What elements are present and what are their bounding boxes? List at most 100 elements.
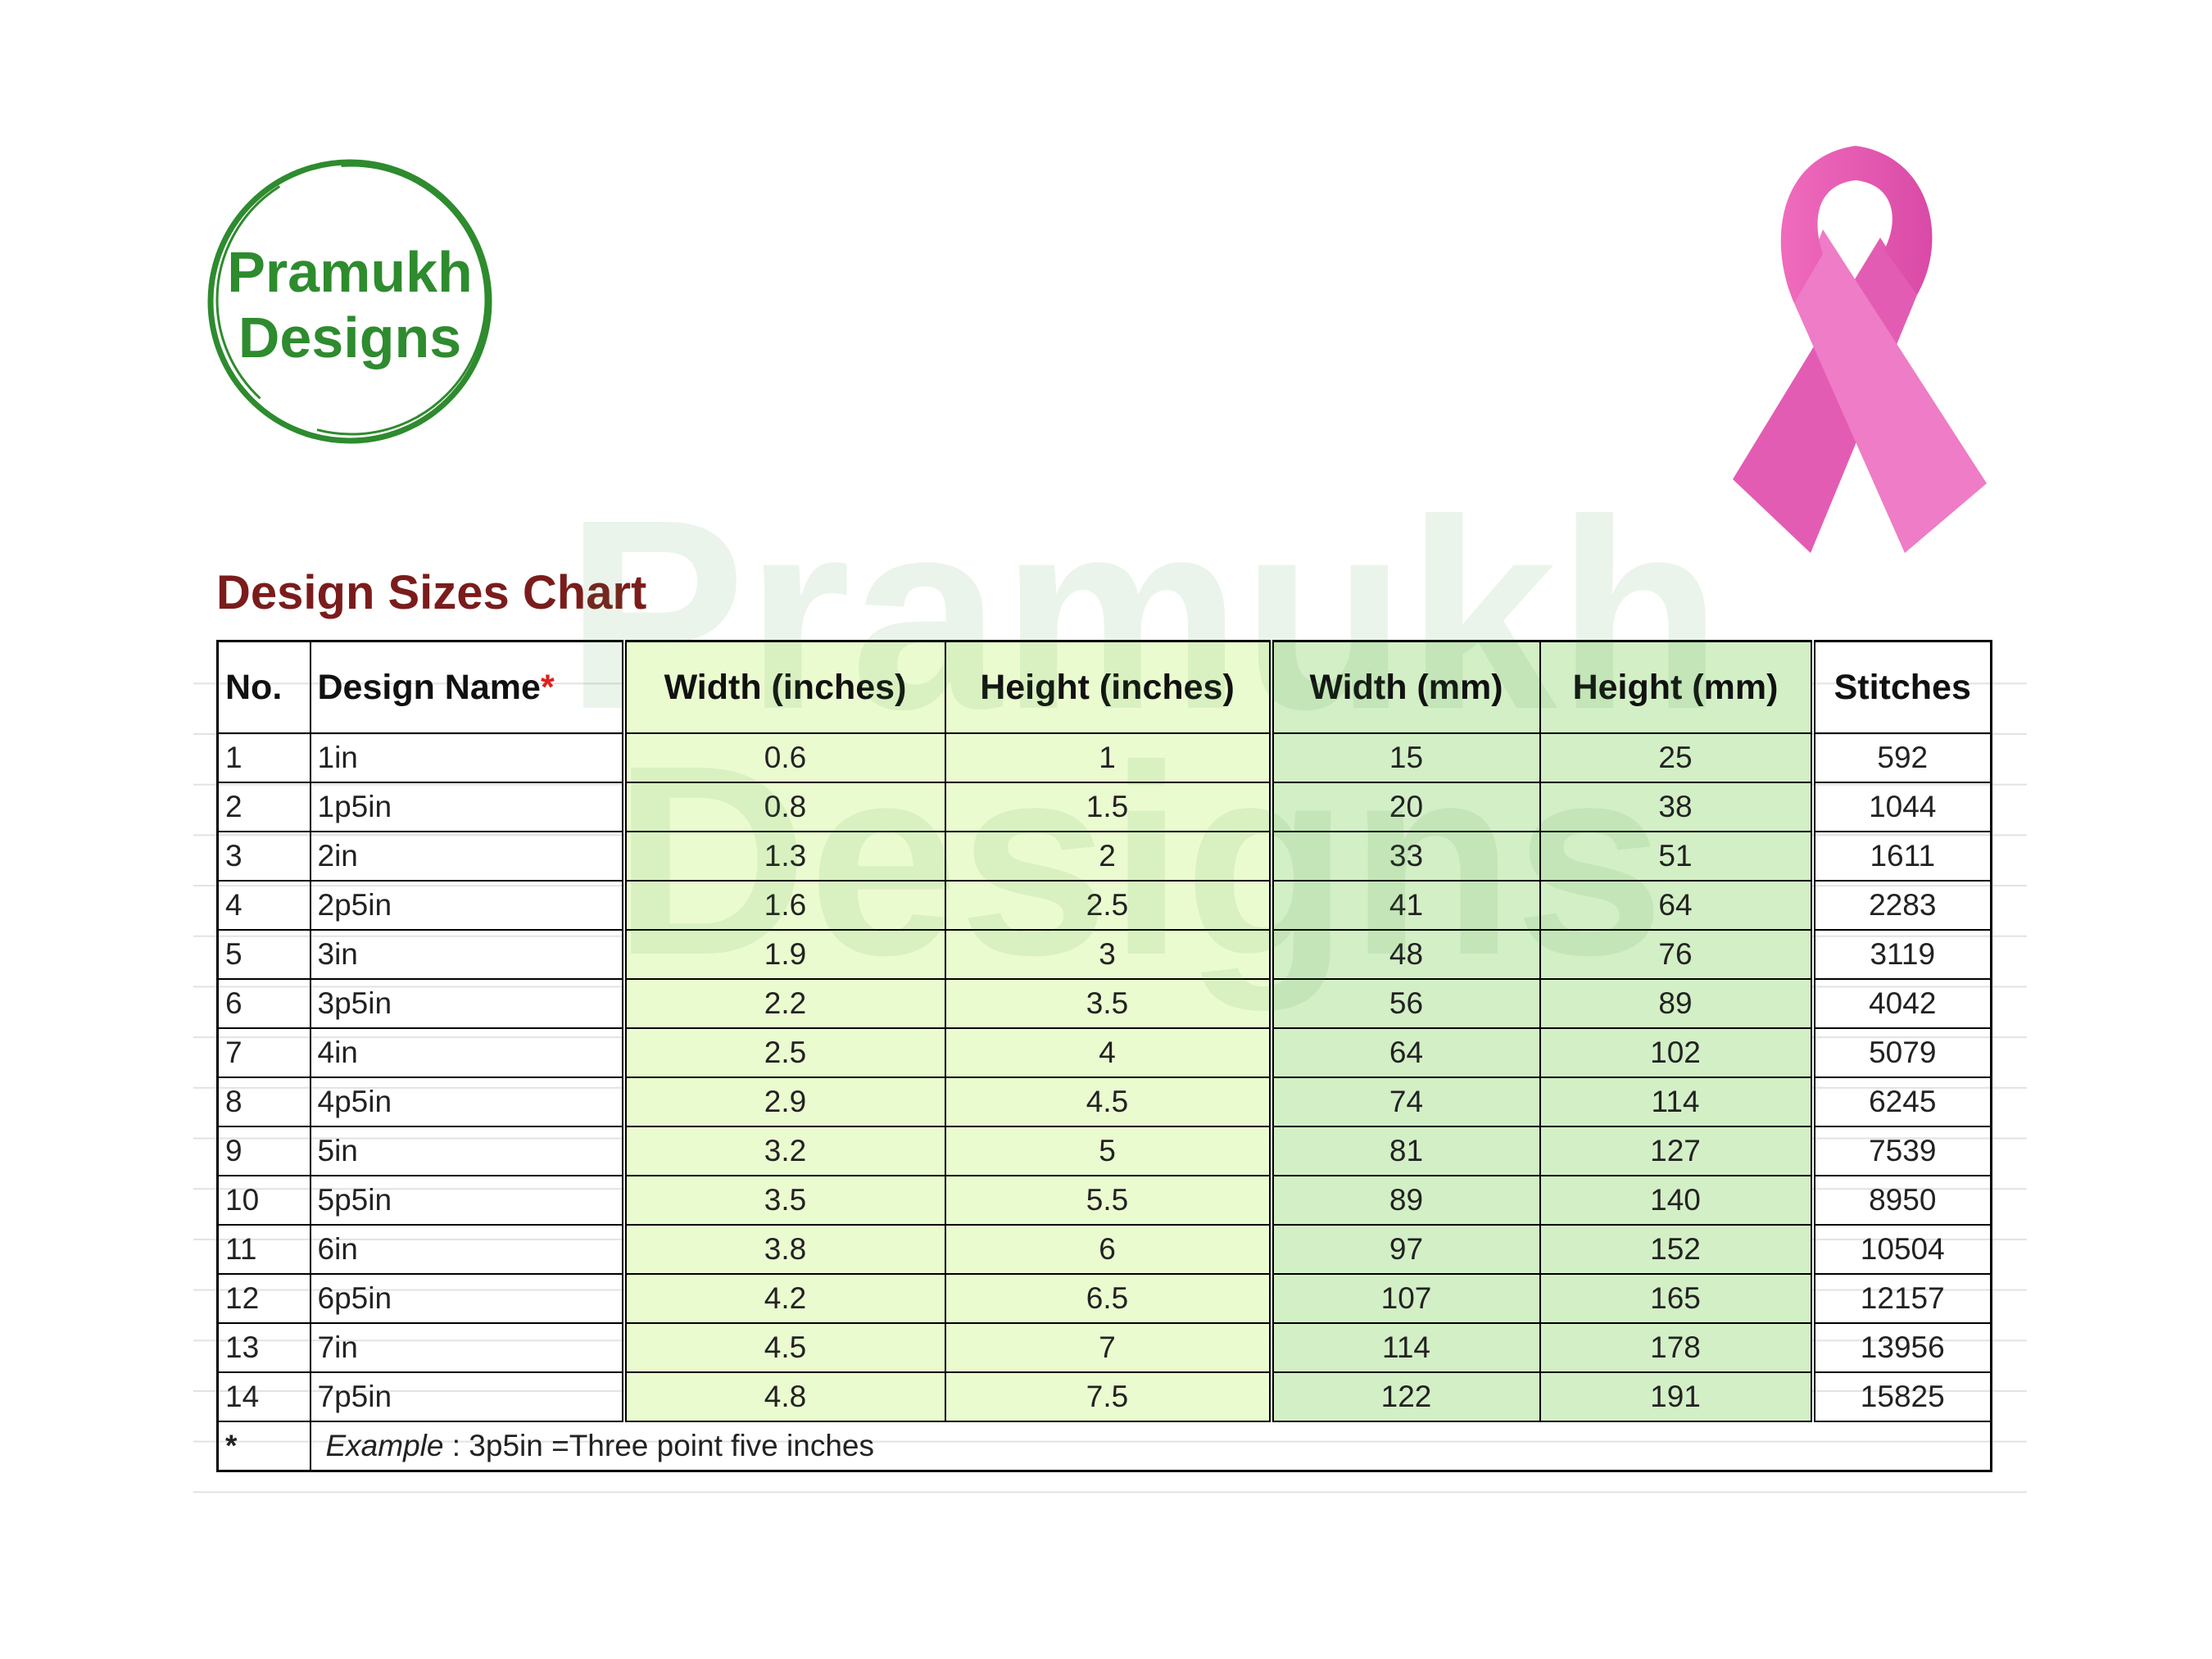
table-cell: 140 — [1539, 1175, 1814, 1226]
table-cell: 56 — [1268, 978, 1541, 1029]
logo-ring — [207, 159, 492, 444]
table-cell: 102 — [1539, 1027, 1814, 1078]
table-cell: 592 — [1810, 732, 1992, 783]
table-cell: 2283 — [1810, 880, 1992, 931]
table-cell: 4p5in — [309, 1077, 625, 1127]
table-row: 10 5p5in 3.5 5.5 89 140 8950 — [216, 1175, 1992, 1226]
table-cell: 1 — [216, 732, 311, 783]
table-cell: 4042 — [1810, 978, 1992, 1029]
required-marker: * — [540, 667, 555, 707]
table-cell: 2 — [944, 831, 1272, 882]
table-cell: 1.9 — [621, 929, 946, 980]
table-cell: 3.8 — [621, 1224, 946, 1275]
table-cell: 6 — [216, 978, 311, 1029]
table-cell: 25 — [1539, 732, 1814, 783]
table-cell: 8950 — [1810, 1175, 1992, 1226]
header-cell: Stitches — [1810, 640, 1992, 734]
header-text: Stitches — [1834, 667, 1971, 707]
table-cell: 6 — [944, 1224, 1272, 1275]
table-row: 2 1p5in 0.8 1.5 20 38 1044 — [216, 782, 1992, 832]
table-cell: 4.8 — [621, 1371, 946, 1422]
table-cell: 5079 — [1810, 1027, 1992, 1078]
table-row: 5 3in 1.9 3 48 76 3119 — [216, 929, 1992, 980]
table-cell: 1 — [944, 732, 1272, 783]
table-cell: 1.6 — [621, 880, 946, 931]
table-cell: 5 — [944, 1126, 1272, 1176]
table-cell: 2.5 — [944, 880, 1272, 931]
table-cell: 165 — [1539, 1273, 1814, 1324]
table-row: 11 6in 3.8 6 97 152 10504 — [216, 1224, 1992, 1275]
table-cell: 2.2 — [621, 978, 946, 1029]
table-cell: 38 — [1539, 782, 1814, 832]
table-row: 9 5in 3.2 5 81 127 7539 — [216, 1126, 1992, 1176]
table-row: 13 7in 4.5 7 114 178 13956 — [216, 1322, 1992, 1373]
footnote-marker: * — [216, 1421, 311, 1472]
header-cell: No. — [216, 640, 311, 734]
header-text: Width (inches) — [664, 667, 907, 707]
table-cell: 8 — [216, 1077, 311, 1127]
table-cell: 12 — [216, 1273, 311, 1324]
table-cell: 7.5 — [944, 1371, 1272, 1422]
footnote-label: Example — [325, 1429, 444, 1462]
table-cell: 152 — [1539, 1224, 1814, 1275]
logo-line: Pramukh — [227, 240, 473, 304]
table-cell: 1044 — [1810, 782, 1992, 832]
table-cell: 1in — [309, 732, 625, 783]
size-table: No. Design Name* Width (inches) Height (inc… — [216, 640, 1992, 1472]
chart-title: Design Sizes Chart — [216, 566, 647, 619]
pink-ribbon — [1733, 146, 1987, 553]
table-cell: 41 — [1268, 880, 1541, 931]
table-cell: 1.5 — [944, 782, 1272, 832]
table-cell: 4.2 — [621, 1273, 946, 1324]
header-text: Height (mm) — [1572, 667, 1779, 707]
table-cell: 0.8 — [621, 782, 946, 832]
table-cell: 2.9 — [621, 1077, 946, 1127]
table-cell: 13956 — [1810, 1322, 1992, 1373]
table-cell: 0.6 — [621, 732, 946, 783]
header-cell: Height (mm) — [1539, 640, 1814, 734]
table-cell: 89 — [1539, 978, 1814, 1029]
table-row: 14 7p5in 4.8 7.5 122 191 15825 — [216, 1371, 1992, 1422]
table-cell: 13 — [216, 1322, 311, 1373]
header-text: Design Name — [317, 667, 541, 707]
table-row: 12 6p5in 4.2 6.5 107 165 12157 — [216, 1273, 1992, 1324]
table-cell: 12157 — [1810, 1273, 1992, 1324]
table-cell: 5p5in — [309, 1175, 625, 1226]
table-cell: 3.5 — [621, 1175, 946, 1226]
table-cell: 33 — [1268, 831, 1541, 882]
table-cell: 2.5 — [621, 1027, 946, 1078]
table-cell: 2 — [216, 782, 311, 832]
table-cell: 7in — [309, 1322, 625, 1373]
table-cell: 10504 — [1810, 1224, 1992, 1275]
table-row: 7 4in 2.5 4 64 102 5079 — [216, 1027, 1992, 1078]
table-cell: 3 — [216, 831, 311, 882]
logo-line: Designs — [238, 306, 462, 369]
table-cell: 51 — [1539, 831, 1814, 882]
footnote-row: * Example : 3p5in =Three point five inche… — [216, 1421, 1992, 1472]
table-cell: 5 — [216, 929, 311, 980]
table-cell: 6245 — [1810, 1077, 1992, 1127]
table-cell: 7539 — [1810, 1126, 1992, 1176]
header-cell: Width (inches) — [621, 640, 946, 734]
table-row: 1 1in 0.6 1 15 25 592 — [216, 732, 1992, 783]
table-cell: 97 — [1268, 1224, 1541, 1275]
table-cell: 114 — [1539, 1077, 1814, 1127]
table-cell: 4.5 — [621, 1322, 946, 1373]
table-cell: 14 — [216, 1371, 311, 1422]
table-cell: 9 — [216, 1126, 311, 1176]
table-cell: 4.5 — [944, 1077, 1272, 1127]
table-cell: 5in — [309, 1126, 625, 1176]
table-cell: 11 — [216, 1224, 311, 1275]
header-cell: Width (mm) — [1268, 640, 1541, 734]
table-cell: 48 — [1268, 929, 1541, 980]
table-cell: 3p5in — [309, 978, 625, 1029]
table-cell: 15 — [1268, 732, 1541, 783]
table-cell: 191 — [1539, 1371, 1814, 1422]
header-text: Width (mm) — [1309, 667, 1503, 707]
table-cell: 122 — [1268, 1371, 1541, 1422]
table-cell: 15825 — [1810, 1371, 1992, 1422]
table-cell: 76 — [1539, 929, 1814, 980]
table-cell: 1.3 — [621, 831, 946, 882]
table-cell: 3.5 — [944, 978, 1272, 1029]
table-cell: 3.2 — [621, 1126, 946, 1176]
